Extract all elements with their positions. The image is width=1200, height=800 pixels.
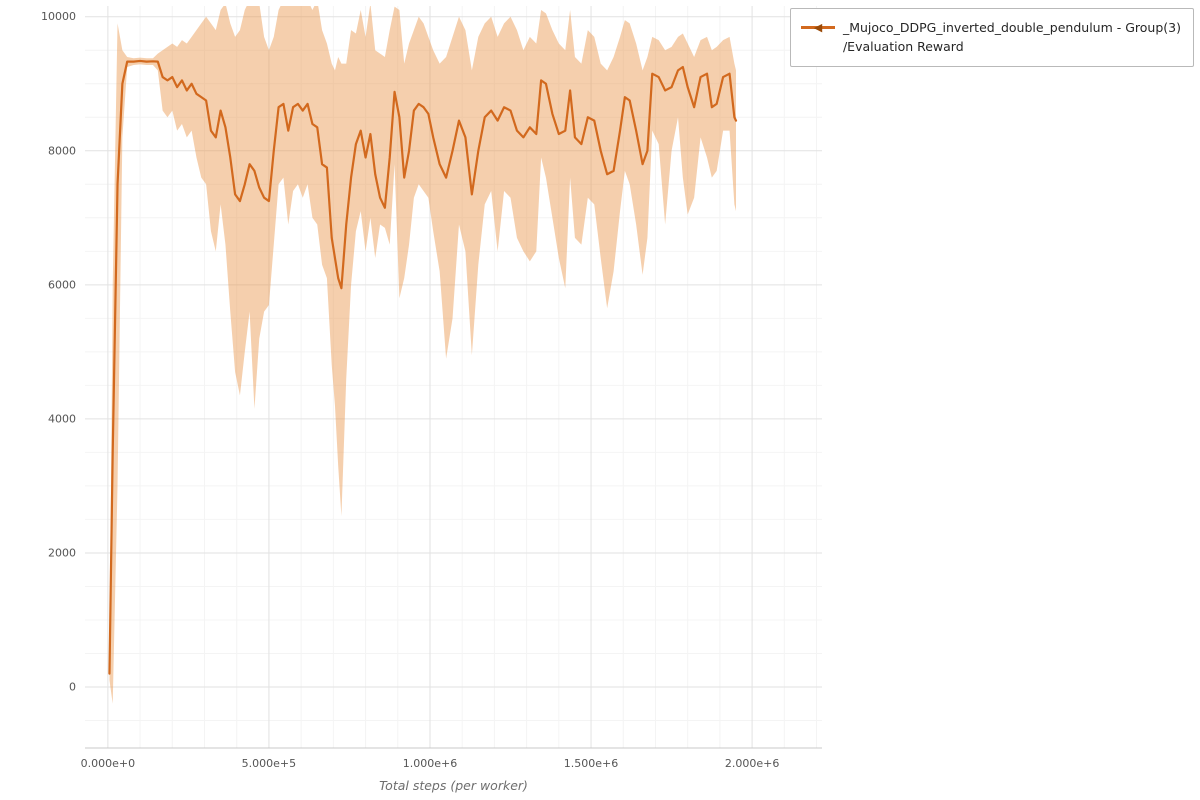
series-confidence-band: [109, 6, 736, 704]
grid-major: [85, 6, 822, 748]
x-axis-title: Total steps (per worker): [379, 778, 528, 793]
x-tick-label: 2.000e+6: [725, 757, 779, 770]
legend-series-marker: ◀: [800, 20, 835, 35]
grid-minor: [85, 6, 822, 748]
triangle-left-icon: ◀: [813, 20, 823, 34]
y-tick-label: 4000: [48, 412, 76, 425]
legend: ◀ _Mujoco_DDPG_inverted_double_pendulum …: [789, 8, 1194, 67]
legend-label-line1: _Mujoco_DDPG_inverted_double_pendulum - …: [842, 20, 1181, 35]
y-tick-label: 10000: [41, 10, 76, 23]
series-mean-line: [108, 59, 738, 675]
x-tick-label: 5.000e+5: [242, 757, 296, 770]
y-tick-label: 8000: [48, 144, 76, 157]
y-tick-label: 2000: [48, 546, 76, 559]
y-axis-tick-labels: 0 2000 4000 6000 8000 10000: [41, 10, 76, 693]
x-tick-label: 0.000e+0: [81, 757, 135, 770]
legend-item: ◀ _Mujoco_DDPG_inverted_double_pendulum …: [800, 18, 1181, 37]
legend-label-line2: /Evaluation Reward: [842, 39, 964, 55]
y-tick-label: 6000: [48, 278, 76, 291]
x-tick-label: 1.000e+6: [403, 757, 457, 770]
y-tick-label: 0: [69, 681, 76, 694]
x-tick-label: 1.500e+6: [564, 757, 618, 770]
x-axis-tick-labels: 0.000e+0 5.000e+5 1.000e+6 1.500e+6 2.000e+6: [81, 757, 780, 770]
series-line-icon: [800, 26, 835, 30]
